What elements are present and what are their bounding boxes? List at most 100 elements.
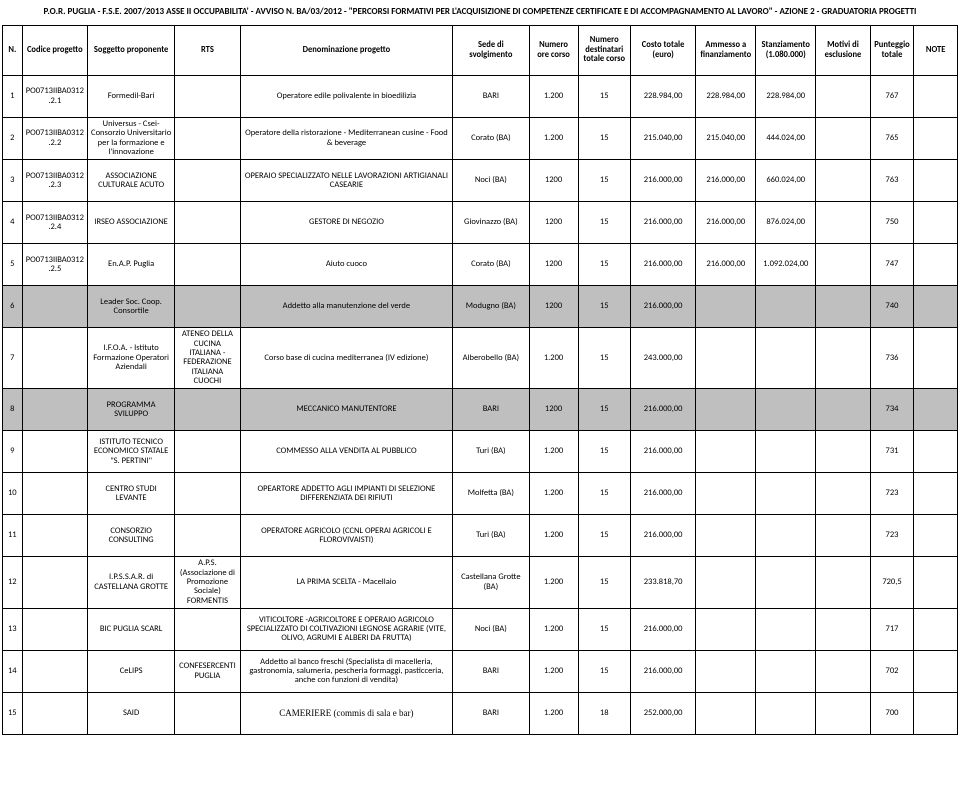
cell-mot — [816, 202, 871, 244]
cell-rts: A.P.S. (Associazione di Promozione Socia… — [175, 557, 240, 609]
cell-sede: Corato (BA) — [453, 244, 529, 286]
cell-costo: 233.818,70 — [630, 557, 695, 609]
th-mot: Motivi di esclusione — [816, 26, 871, 76]
cell-sede: Molfetta (BA) — [453, 473, 529, 515]
cell-prop: ASSOCIAZIONE CULTURALE ACUTO — [88, 160, 175, 202]
cell-denom: OPERATORE AGRICOLO (CCNL OPERAI AGRICOLI… — [240, 515, 453, 557]
cell-prop: BIC PUGLIA SCARL — [88, 609, 175, 651]
cell-dest: 15 — [578, 557, 630, 609]
th-denom: Denominazione progetto — [240, 26, 453, 76]
cell-n: 6 — [3, 286, 23, 328]
cell-prop: Universus - Csei- Consorzio Universitari… — [88, 118, 175, 160]
cell-note — [914, 76, 958, 118]
cell-mot — [816, 431, 871, 473]
cell-rts — [175, 76, 240, 118]
cell-costo: 216.000,00 — [630, 651, 695, 693]
cell-n: 3 — [3, 160, 23, 202]
th-dest: Numero destinatari totale corso — [578, 26, 630, 76]
cell-code — [22, 286, 87, 328]
table-row: 11CONSORZIO CONSULTINGOPERATORE AGRICOLO… — [3, 515, 958, 557]
cell-costo: 216.000,00 — [630, 431, 695, 473]
cell-ore: 1200 — [529, 160, 578, 202]
cell-stanz — [756, 473, 816, 515]
table-row: 14 CeLIPSCONFESERCENTI PUGLIAAddetto al b… — [3, 651, 958, 693]
cell-dest: 18 — [578, 693, 630, 735]
cell-ore: 1.200 — [529, 515, 578, 557]
cell-stanz — [756, 693, 816, 735]
table-row: 13BIC PUGLIA SCARLVITICOLTORE -AGRICOLTO… — [3, 609, 958, 651]
cell-sede: Modugno (BA) — [453, 286, 529, 328]
cell-note — [914, 160, 958, 202]
cell-sede: BARI — [453, 651, 529, 693]
cell-amm — [696, 328, 756, 389]
cell-denom: LA PRIMA SCELTA - Macellaio — [240, 557, 453, 609]
cell-code: PO0713IIBA0312.2.3 — [22, 160, 87, 202]
cell-note — [914, 473, 958, 515]
cell-note — [914, 328, 958, 389]
cell-costo: 216.000,00 — [630, 160, 695, 202]
cell-rts — [175, 160, 240, 202]
cell-rts — [175, 693, 240, 735]
cell-dest: 15 — [578, 651, 630, 693]
cell-n: 15 — [3, 693, 23, 735]
cell-mot — [816, 693, 871, 735]
cell-code — [22, 328, 87, 389]
cell-costo: 216.000,00 — [630, 609, 695, 651]
cell-n: 14 — [3, 651, 23, 693]
cell-mot — [816, 651, 871, 693]
cell-mot — [816, 286, 871, 328]
cell-punt: 731 — [870, 431, 914, 473]
cell-n: 8 — [3, 389, 23, 431]
table-row: 1PO0713IIBA0312.2.1Formedil-BariOperator… — [3, 76, 958, 118]
cell-code — [22, 651, 87, 693]
cell-dest: 15 — [578, 431, 630, 473]
cell-punt: 750 — [870, 202, 914, 244]
cell-note — [914, 118, 958, 160]
cell-rts: CONFESERCENTI PUGLIA — [175, 651, 240, 693]
cell-stanz: 876.024,00 — [756, 202, 816, 244]
cell-amm: 215.040,00 — [696, 118, 756, 160]
cell-punt: 734 — [870, 389, 914, 431]
cell-n: 13 — [3, 609, 23, 651]
cell-ore: 1.200 — [529, 651, 578, 693]
table-row: 4PO0713IIBA0312.2.4IRSEO ASSOCIAZIONEGES… — [3, 202, 958, 244]
cell-note — [914, 244, 958, 286]
cell-rts — [175, 515, 240, 557]
cell-ore: 1200 — [529, 389, 578, 431]
cell-denom: Aiuto cuoco — [240, 244, 453, 286]
cell-code: PO0713IIBA0312.2.1 — [22, 76, 87, 118]
cell-dest: 15 — [578, 286, 630, 328]
cell-sede: Giovinazzo (BA) — [453, 202, 529, 244]
cell-costo: 228.984,00 — [630, 76, 695, 118]
cell-ore: 1.200 — [529, 118, 578, 160]
cell-mot — [816, 328, 871, 389]
cell-stanz — [756, 389, 816, 431]
cell-code — [22, 431, 87, 473]
cell-amm — [696, 609, 756, 651]
cell-rts — [175, 431, 240, 473]
cell-rts — [175, 202, 240, 244]
cell-denom: Operatore della ristorazione - Mediterra… — [240, 118, 453, 160]
cell-prop: Leader Soc. Coop. Consortile — [88, 286, 175, 328]
cell-mot — [816, 473, 871, 515]
cell-note — [914, 515, 958, 557]
cell-mot — [816, 118, 871, 160]
cell-punt: 767 — [870, 76, 914, 118]
cell-mot — [816, 389, 871, 431]
cell-rts — [175, 244, 240, 286]
cell-stanz — [756, 328, 816, 389]
cell-stanz — [756, 286, 816, 328]
cell-stanz — [756, 431, 816, 473]
cell-ore: 1.200 — [529, 693, 578, 735]
cell-stanz: 444.024,00 — [756, 118, 816, 160]
cell-prop: CeLIPS — [88, 651, 175, 693]
cell-denom: Addetto al banco freschi (Specialista di… — [240, 651, 453, 693]
cell-dest: 15 — [578, 160, 630, 202]
cell-sede: Noci (BA) — [453, 609, 529, 651]
cell-prop: En.A.P. Puglia — [88, 244, 175, 286]
cell-ore: 1200 — [529, 286, 578, 328]
cell-n: 2 — [3, 118, 23, 160]
cell-note — [914, 651, 958, 693]
cell-sede: Noci (BA) — [453, 160, 529, 202]
cell-prop: I.P.S.S.A.R. di CASTELLANA GROTTE — [88, 557, 175, 609]
